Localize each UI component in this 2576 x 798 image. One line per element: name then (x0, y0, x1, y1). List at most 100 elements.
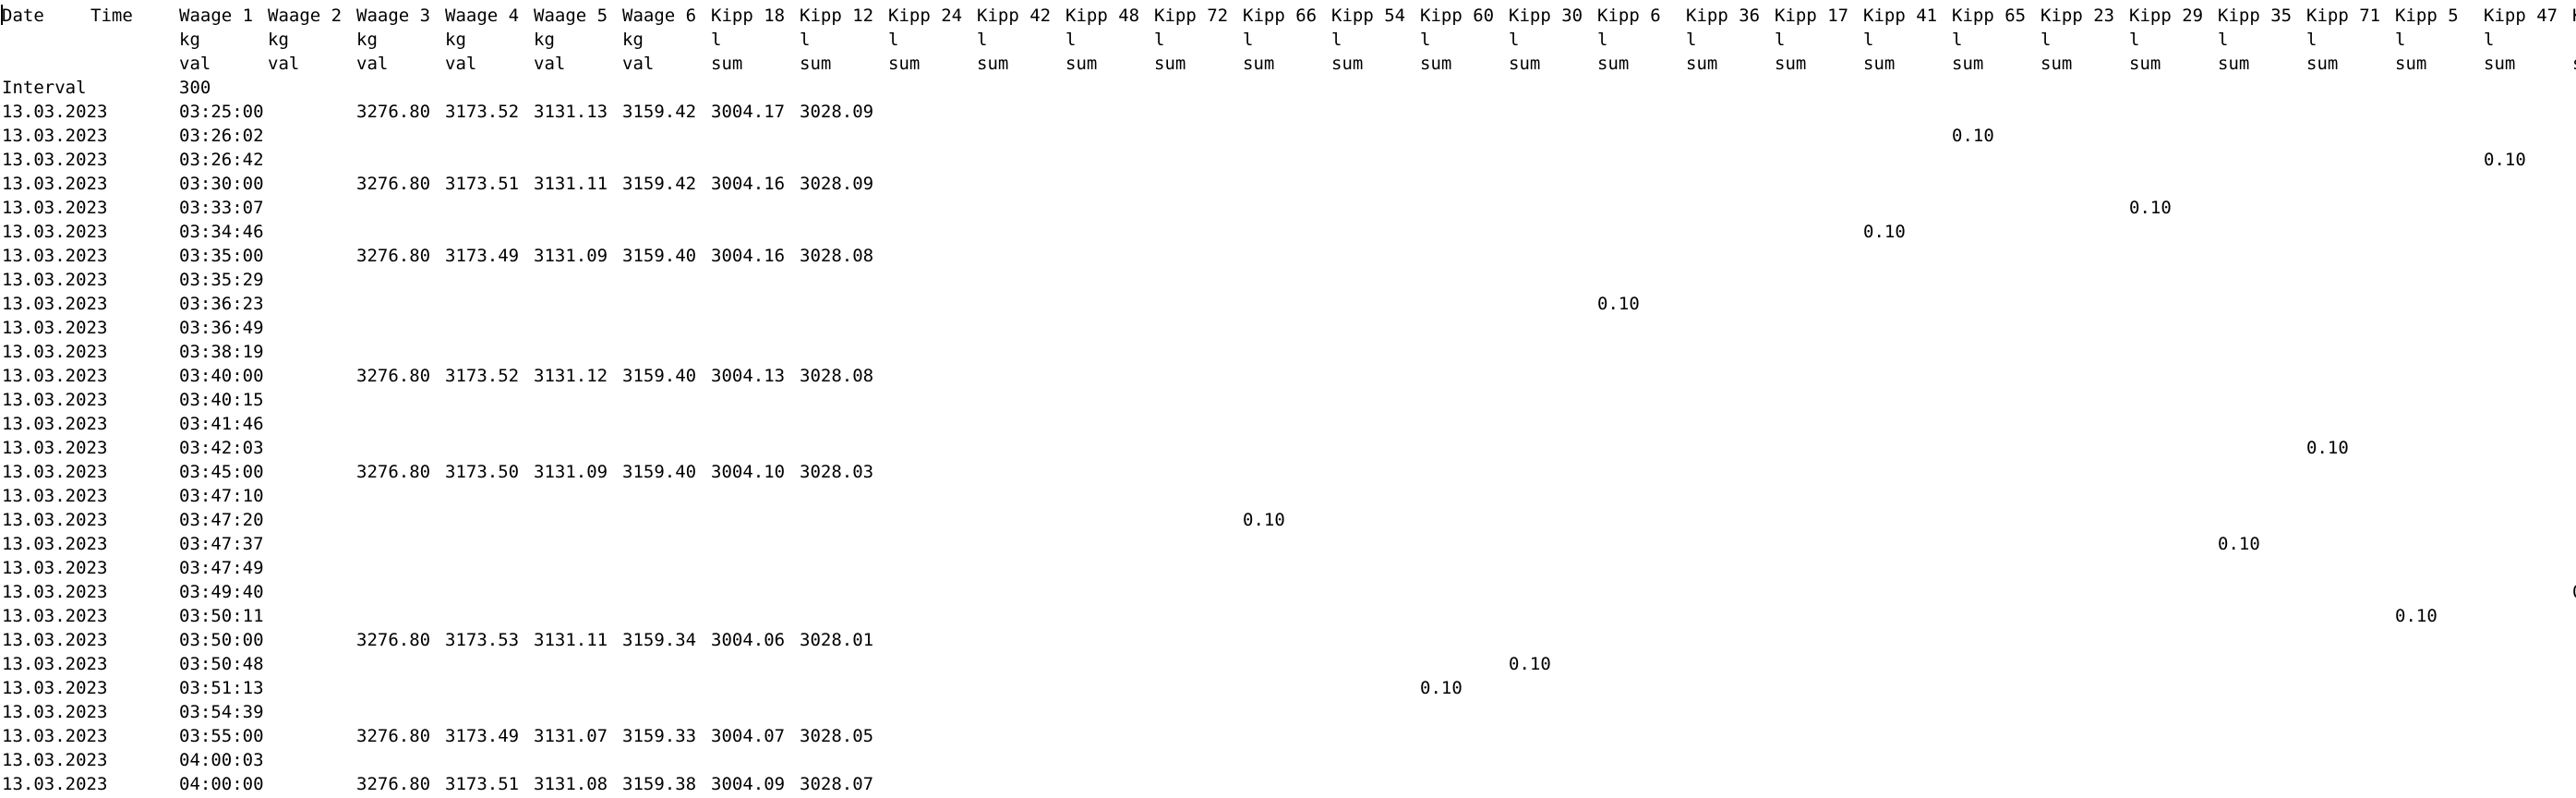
header-cell: sum (1154, 54, 1186, 74)
header-cell: Kipp 60 (1420, 6, 1495, 26)
header-cell: Kipp 65 (1952, 6, 2027, 26)
header-cell: sum (1509, 54, 1541, 74)
header-cell: l (2040, 30, 2052, 50)
date-cell: 13.03.2023 (2, 270, 108, 290)
header-cell: l (2395, 30, 2406, 50)
date-cell: 13.03.2023 (2, 126, 108, 146)
header-cell: sum (1331, 54, 1364, 74)
time-cell: 03:26:42 (179, 150, 264, 170)
waage-value-cell: 3173.52 (445, 366, 520, 386)
header-cell: l (1243, 30, 1254, 50)
header-cell: Kipp 23 (2040, 6, 2115, 26)
time-cell: 03:50:48 (179, 654, 264, 674)
header-cell: l (1952, 30, 1963, 50)
waage-value-cell: 3173.51 (445, 174, 520, 194)
header-cell: Kipp 54 (1331, 6, 1406, 26)
header-cell: l (2218, 30, 2229, 50)
header-cell: sum (2218, 54, 2250, 74)
waage-value-cell: 3276.80 (356, 366, 431, 386)
waage-value-cell: 3004.13 (711, 366, 786, 386)
text-cursor (1, 5, 3, 25)
header-cell: Kipp 48 (1065, 6, 1140, 26)
header-cell: l (1775, 30, 1786, 50)
date-cell: 13.03.2023 (2, 102, 108, 122)
time-cell: 03:30:00 (179, 174, 264, 194)
kipp-value-cell: 0.10 (1863, 222, 1906, 242)
time-cell: 03:47:49 (179, 558, 264, 578)
header-cell: sum (711, 54, 743, 74)
waage-value-cell: 3159.40 (622, 366, 697, 386)
waage-value-cell: 3028.08 (800, 246, 874, 266)
time-cell: 03:36:23 (179, 294, 264, 314)
header-cell: Kipp 5 (2395, 6, 2459, 26)
time-cell: 03:41:46 (179, 414, 264, 434)
header-cell: l (1509, 30, 1520, 50)
date-cell: 13.03.2023 (2, 318, 108, 338)
waage-value-cell: 3276.80 (356, 630, 431, 650)
waage-value-cell: 3173.53 (445, 630, 520, 650)
header-cell: sum (1065, 54, 1098, 74)
date-cell: 13.03.2023 (2, 726, 108, 746)
date-cell: 13.03.2023 (2, 630, 108, 650)
header-cell: Kipp 18 (711, 6, 786, 26)
time-cell: 04:00:00 (179, 774, 264, 794)
kipp-value-cell: 0.10 (1420, 678, 1463, 698)
date-cell: 13.03.2023 (2, 702, 108, 722)
header-cell: val (445, 54, 477, 74)
header-cell: val (268, 54, 300, 74)
header-cell: sum (800, 54, 832, 74)
header-cell: l (1597, 30, 1608, 50)
waage-value-cell: 3173.49 (445, 246, 520, 266)
waage-value-cell: 3004.16 (711, 174, 786, 194)
waage-value-cell: 3173.52 (445, 102, 520, 122)
waage-value-cell: 3276.80 (356, 774, 431, 794)
date-cell: 13.03.2023 (2, 582, 108, 602)
time-cell: 03:33:07 (179, 198, 264, 218)
header-cell: kg (445, 30, 466, 50)
header-cell: l (1686, 30, 1697, 50)
time-cell: 03:42:03 (179, 438, 264, 458)
header-cell: s (2572, 52, 2576, 76)
header-cell: l (2484, 30, 2495, 50)
waage-value-cell: 3276.80 (356, 102, 431, 122)
header-cell: Kipp 17 (1775, 6, 1849, 26)
time-cell: 03:34:46 (179, 222, 264, 242)
header-cell: sum (2395, 54, 2427, 74)
time-cell: 03:45:00 (179, 462, 264, 482)
interval-value: 300 (179, 78, 211, 98)
kipp-value-cell: 0.10 (1509, 654, 1551, 674)
header-cell: l (711, 30, 722, 50)
waage-value-cell: 3004.16 (711, 246, 786, 266)
header-cell: sum (2040, 54, 2073, 74)
kipp-value-cell: 0.10 (2218, 534, 2260, 554)
header-cell: l (977, 30, 988, 50)
kipp-value-cell: 0.10 (1952, 126, 1994, 146)
time-cell: 03:50:00 (179, 630, 264, 650)
waage-value-cell: 3004.10 (711, 462, 786, 482)
date-cell: 13.03.2023 (2, 294, 108, 314)
header-cell: sum (1243, 54, 1275, 74)
date-cell: 13.03.2023 (2, 438, 108, 458)
header-cell: sum (888, 54, 921, 74)
date-cell: 13.03.2023 (2, 654, 108, 674)
waage-value-cell: 3131.13 (534, 102, 608, 122)
header-cell: kg (534, 30, 555, 50)
time-cell: 03:47:10 (179, 486, 264, 506)
time-cell: 03:54:39 (179, 702, 264, 722)
header-cell: kg (179, 30, 200, 50)
header-cell: sum (1863, 54, 1896, 74)
waage-value-cell: 3276.80 (356, 246, 431, 266)
date-cell: 13.03.2023 (2, 198, 108, 218)
time-cell: 03:51:13 (179, 678, 264, 698)
header-cell: sum (1775, 54, 1807, 74)
header-cell: sum (1420, 54, 1452, 74)
waage-value-cell: 3028.07 (800, 774, 874, 794)
waage-value-cell: 3159.40 (622, 462, 697, 482)
header-cell: l (1154, 30, 1165, 50)
date-cell: 13.03.2023 (2, 678, 108, 698)
waage-value-cell: 3028.03 (800, 462, 874, 482)
date-cell: 13.03.2023 (2, 486, 108, 506)
kipp-value-cell: 0.10 (2395, 606, 2438, 626)
waage-value-cell: 3131.07 (534, 726, 608, 746)
waage-value-cell: 3004.06 (711, 630, 786, 650)
